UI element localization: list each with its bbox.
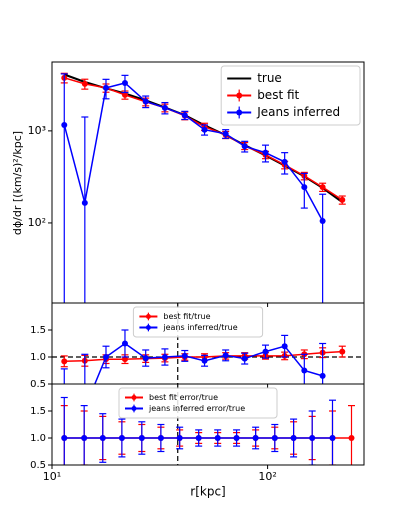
- marker: [281, 158, 288, 165]
- marker: [348, 435, 355, 441]
- legend-label: true: [257, 71, 282, 85]
- legend-marker: [145, 325, 151, 330]
- marker: [102, 354, 109, 360]
- marker: [319, 372, 326, 379]
- error-bar: [81, 353, 89, 384]
- marker: [301, 367, 308, 374]
- y-tick-label: 1.0: [30, 433, 46, 444]
- marker: [222, 130, 229, 137]
- legend-label: jeans inferred/true: [162, 323, 237, 332]
- marker: [339, 196, 346, 203]
- error-bar: [60, 368, 68, 384]
- marker: [319, 217, 326, 224]
- plot-area: [60, 72, 346, 303]
- marker: [290, 435, 297, 441]
- legend-label: best fit error/true: [149, 393, 218, 402]
- plot-area: [60, 384, 355, 465]
- marker: [157, 435, 164, 441]
- marker: [301, 184, 308, 191]
- marker: [241, 143, 248, 150]
- x-tick-label: 10¹: [43, 470, 61, 483]
- y-tick-label: 10²: [28, 216, 46, 229]
- error-bar: [300, 172, 308, 209]
- y-tick-label: 0.5: [30, 460, 46, 471]
- legend-label: best fit: [257, 88, 299, 102]
- marker: [252, 435, 259, 441]
- marker: [142, 355, 149, 362]
- marker: [201, 357, 208, 364]
- legend-marker: [131, 406, 137, 411]
- marker: [329, 435, 336, 441]
- marker: [262, 149, 269, 156]
- legend-box: [132, 306, 264, 338]
- legend-box: [118, 387, 278, 419]
- legend-label: jeans inferred error/true: [148, 404, 245, 413]
- marker: [61, 358, 68, 365]
- marker: [233, 435, 240, 441]
- marker: [121, 80, 128, 87]
- marker: [102, 84, 109, 91]
- x-tick-label: 10²: [258, 470, 276, 483]
- marker: [138, 435, 145, 441]
- legend-box: [220, 65, 361, 126]
- marker: [121, 91, 128, 98]
- marker: [142, 98, 149, 105]
- marker: [121, 356, 128, 363]
- legend-marker: [145, 314, 151, 319]
- error-bar: [60, 73, 68, 303]
- y-tick-label: 0.5: [30, 379, 46, 390]
- x-axis-label: r[kpc]: [190, 485, 225, 499]
- marker: [222, 352, 229, 359]
- marker: [281, 343, 288, 350]
- marker: [195, 435, 202, 441]
- y-tick-label: 1.5: [30, 325, 46, 336]
- marker: [61, 121, 68, 128]
- marker: [81, 435, 88, 441]
- marker: [181, 352, 188, 359]
- marker: [201, 126, 208, 133]
- axes-frame: [51, 383, 365, 466]
- marker: [262, 348, 269, 355]
- marker: [81, 80, 88, 87]
- legend-label: Jeans inferred: [256, 105, 340, 119]
- legend-marker: [236, 92, 243, 99]
- series-line: [94, 342, 323, 384]
- y-tick-label: 1.5: [30, 406, 46, 417]
- marker: [81, 199, 88, 206]
- plot-area: [52, 303, 364, 384]
- marker: [339, 348, 346, 355]
- marker: [99, 435, 106, 441]
- marker: [161, 104, 168, 111]
- marker: [214, 435, 221, 441]
- marker: [309, 435, 316, 441]
- y-axis-label: dϕ/dr [(km/s)²/kpc]: [11, 131, 24, 235]
- marker: [319, 184, 326, 191]
- marker: [176, 435, 183, 441]
- series-line: [63, 82, 324, 222]
- error-bar: [81, 116, 89, 303]
- legend-marker: [131, 395, 137, 400]
- marker: [241, 355, 248, 362]
- legend-marker: [236, 109, 243, 116]
- marker: [121, 340, 128, 347]
- marker: [61, 435, 68, 441]
- marker: [118, 435, 125, 441]
- y-tick-label: 10³: [28, 124, 46, 137]
- y-tick-label: 1.0: [30, 352, 46, 363]
- legend-label: best fit/true: [163, 312, 210, 321]
- marker: [271, 435, 278, 441]
- marker: [181, 112, 188, 119]
- marker: [161, 354, 168, 360]
